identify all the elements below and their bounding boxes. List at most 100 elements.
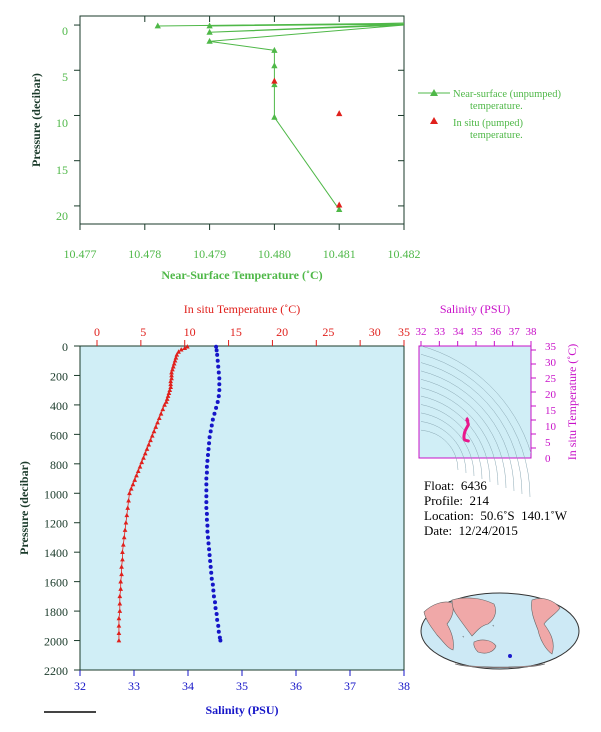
temperature-point-51: [119, 564, 124, 569]
salinity-point-36: [207, 553, 212, 558]
temperature-point-46: [122, 527, 128, 532]
temperature-point-7: [171, 361, 177, 366]
salinity-point-33: [205, 535, 210, 540]
temperature-point-9: [170, 366, 175, 372]
profile-y-axis-title: Pressure (decibar): [17, 461, 31, 555]
unpumped-point-10: [271, 113, 278, 120]
salinity-point-14: [209, 423, 214, 428]
salinity-point-22: [204, 470, 209, 475]
temperature-point-43: [125, 505, 131, 510]
temperature-point-3: [176, 349, 181, 354]
salinity-point-2: [215, 352, 220, 357]
temperature-point-11: [169, 372, 174, 378]
salinity-point-20: [205, 458, 210, 463]
map-land-americas: [531, 598, 561, 655]
salinity-point-5: [216, 370, 221, 375]
temperature-point-37: [134, 473, 139, 478]
unpumped-point-2: [206, 22, 213, 29]
pressure-tick-label-600: 600: [50, 428, 68, 442]
pressure-tick-label-200: 200: [50, 370, 68, 384]
temperature-point-0: [185, 344, 190, 349]
density-contour-2: [420, 412, 475, 477]
temperature-point-39: [130, 481, 136, 487]
temp-tick-label-30: 30: [369, 325, 381, 339]
pumped-point-1: [336, 110, 343, 117]
pressure-tick-label-0: 0: [62, 340, 68, 354]
sal-tick-label-38: 38: [398, 679, 410, 693]
temperature-point-18: [165, 393, 171, 398]
temperature-point-60: [116, 630, 122, 636]
temperature-point-31: [144, 446, 150, 451]
date-label: Date:: [424, 523, 453, 538]
density-contour-8: [420, 362, 523, 495]
temperature-point-2: [178, 347, 184, 352]
density-contour-7: [420, 370, 515, 492]
temperature-point-25: [155, 419, 160, 425]
top-y-tick-label-10: 10: [56, 116, 68, 130]
temperature-point-14: [168, 381, 174, 387]
salinity-point-35: [207, 547, 212, 552]
unpumped-point-8: [271, 62, 278, 69]
salinity-point-24: [204, 482, 209, 487]
temp-tick-label-25: 25: [322, 325, 334, 339]
pumped-point-2: [336, 201, 343, 208]
temperature-point-33: [141, 455, 146, 460]
temperature-point-13: [168, 378, 174, 384]
ts-sal-tick-label-34: 34: [453, 326, 465, 338]
salinity-point-43: [211, 594, 216, 599]
temperature-point-45: [123, 520, 129, 525]
profile-data-marks: [116, 344, 223, 643]
profile-value: 214: [469, 493, 490, 508]
density-contour-9: [420, 353, 531, 498]
ts-sal-tick-label-33: 33: [434, 326, 446, 338]
salinity-point-46: [214, 612, 219, 617]
salinity-point-32: [205, 529, 210, 534]
salinity-point-51: [218, 638, 223, 643]
temperature-point-36: [135, 468, 141, 474]
salinity-point-44: [213, 600, 217, 605]
temperature-point-19: [164, 396, 170, 401]
ts-temp-tick-label-35: 35: [545, 341, 557, 353]
pressure-tick-label-2200: 2200: [44, 664, 68, 678]
location-label: Location:: [424, 508, 474, 523]
temperature-point-38: [132, 477, 138, 482]
temp-tick-label-35: 35: [398, 325, 410, 339]
salinity-point-4: [216, 364, 221, 369]
sal-tick-label-36: 36: [290, 679, 302, 693]
profile-info-row: Profile: 214: [424, 493, 489, 509]
density-contour-5: [420, 387, 499, 486]
location-value: 50.6˚S 140.1˚W: [480, 508, 567, 523]
salinity-point-6: [217, 376, 222, 381]
temperature-axis-title: In situ Temperature (˚C): [184, 302, 301, 316]
profile-plot-frame: [79, 345, 405, 671]
sal-tick-label-37: 37: [344, 679, 356, 693]
temperature-point-22: [160, 406, 166, 412]
salinity-point-11: [214, 405, 219, 410]
temperature-point-61: [116, 637, 122, 643]
salinity-point-21: [204, 464, 209, 469]
legend-unpumped-marker: [430, 89, 438, 96]
temperature-point-28: [149, 433, 155, 438]
near-surface-panel: 10.477 10.478 10.479 10.480 10.481 10.48…: [29, 15, 561, 282]
unpumped-point-0: [154, 22, 161, 29]
date-value: 12/24/2015: [458, 523, 518, 538]
top-x-tick-label-0: 10.477: [64, 247, 97, 261]
top-x-tick-label-4: 10.481: [323, 247, 356, 261]
map-minor-marker-2: +: [462, 634, 465, 639]
near-surface-axis-ticks: [74, 16, 405, 230]
temperature-point-30: [146, 442, 152, 447]
salinity-point-23: [204, 476, 209, 481]
temperature-point-35: [137, 464, 143, 469]
density-contour-0: [420, 429, 459, 471]
top-y-tick-label-5: 5: [62, 70, 68, 84]
temperature-point-12: [169, 375, 174, 381]
salinity-point-38: [208, 564, 213, 569]
map-land-australia: [473, 639, 497, 654]
ts-profile-curve: [462, 417, 470, 443]
temperature-point-10: [169, 369, 174, 375]
temperature-point-50: [120, 556, 125, 562]
salinity-point-40: [209, 576, 214, 581]
salinity-point-41: [210, 582, 215, 587]
temperature-point-4: [174, 352, 180, 357]
